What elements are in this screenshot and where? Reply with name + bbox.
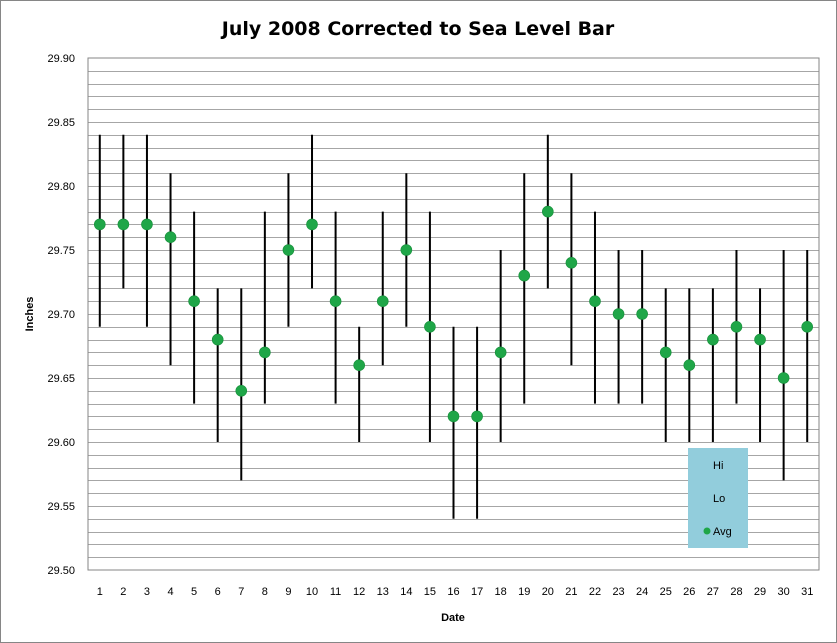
chart-title: July 2008 Corrected to Sea Level Bar (220, 18, 615, 40)
x-tick-label: 15 (424, 586, 436, 598)
avg-marker (565, 256, 578, 269)
x-tick-label: 17 (471, 586, 483, 598)
x-tick-label: 21 (565, 586, 577, 598)
avg-marker (353, 359, 365, 372)
y-axis-title: Inches (24, 297, 36, 332)
avg-marker (400, 244, 413, 256)
legend-box (688, 448, 748, 548)
x-tick-label: 9 (285, 586, 291, 598)
x-tick-label: 29 (754, 586, 766, 598)
avg-markers (93, 205, 814, 423)
avg-marker (93, 218, 106, 231)
avg-marker (164, 231, 177, 243)
x-tick-label: 6 (215, 586, 221, 598)
x-axis-ticks: 1 2 3 4 5 6 7 8 9 10 11 12 13 14 15 16 17 18 19 20 21 22 23 24 2… (97, 586, 814, 598)
x-tick-label: 7 (238, 586, 244, 598)
avg-marker (235, 384, 248, 397)
legend-entry-hi: Hi (713, 460, 723, 472)
avg-marker (730, 320, 743, 333)
avg-marker (589, 295, 601, 308)
avg-marker (659, 346, 672, 359)
x-tick-label: 10 (306, 586, 318, 598)
y-tick-label: 29.85 (47, 117, 75, 129)
x-tick-label: 18 (495, 586, 507, 598)
x-tick-label: 5 (191, 586, 197, 598)
x-tick-label: 20 (542, 586, 554, 598)
plot-area (87, 57, 820, 571)
avg-marker (259, 346, 271, 359)
avg-marker (471, 410, 483, 423)
x-tick-label: 1 (97, 586, 103, 598)
avg-marker (447, 410, 460, 423)
x-tick-label: 23 (612, 586, 624, 598)
y-tick-label: 29.75 (47, 245, 75, 257)
avg-marker (542, 205, 554, 218)
avg-marker (683, 359, 696, 372)
y-tick-label: 29.90 (47, 53, 75, 65)
avg-marker (376, 295, 389, 308)
x-tick-label: 25 (660, 586, 672, 598)
y-tick-label: 29.80 (47, 181, 75, 193)
x-tick-label: 28 (730, 586, 742, 598)
avg-marker (777, 372, 790, 384)
x-tick-label: 26 (683, 586, 695, 598)
avg-marker (612, 308, 625, 320)
avg-marker (117, 218, 130, 231)
x-axis-title: Date (441, 612, 465, 624)
x-tick-label: 8 (262, 586, 268, 598)
y-tick-label: 29.65 (47, 373, 75, 385)
x-tick-label: 11 (330, 586, 341, 598)
avg-marker (707, 333, 719, 346)
x-tick-label: 4 (167, 586, 173, 598)
avg-marker (494, 346, 507, 359)
x-tick-label: 16 (447, 586, 459, 598)
avg-marker (801, 320, 814, 333)
legend: Hi Lo Avg (688, 448, 748, 548)
x-tick-label: 22 (589, 586, 601, 598)
x-tick-label: 31 (801, 586, 813, 598)
avg-marker (282, 244, 295, 256)
x-tick-label: 24 (636, 586, 648, 598)
x-tick-label: 30 (778, 586, 790, 598)
avg-marker (424, 320, 436, 333)
avg-marker (211, 333, 224, 346)
x-tick-label: 19 (518, 586, 530, 598)
x-tick-label: 3 (144, 586, 150, 598)
avg-marker (306, 218, 318, 231)
legend-entry-avg: Avg (713, 526, 732, 538)
legend-entry-lo: Lo (713, 493, 725, 505)
x-tick-label: 14 (400, 586, 412, 598)
avg-marker (329, 295, 342, 308)
y-tick-label: 29.70 (47, 309, 75, 321)
avg-marker (518, 269, 531, 282)
avg-marker (636, 308, 648, 320)
y-axis-ticks: 29.50 29.55 29.60 29.65 29.70 29.75 29.80 29.85… (47, 53, 75, 577)
x-tick-label: 12 (353, 586, 365, 598)
avg-marker (188, 295, 200, 308)
y-tick-label: 29.55 (47, 501, 75, 513)
x-tick-label: 13 (377, 586, 389, 598)
x-tick-label: 2 (120, 586, 126, 598)
y-tick-label: 29.50 (47, 565, 75, 577)
avg-marker (141, 218, 153, 231)
x-tick-label: 27 (707, 586, 719, 598)
legend-avg-marker (703, 527, 711, 535)
y-tick-label: 29.60 (47, 437, 75, 449)
avg-marker (754, 333, 766, 346)
